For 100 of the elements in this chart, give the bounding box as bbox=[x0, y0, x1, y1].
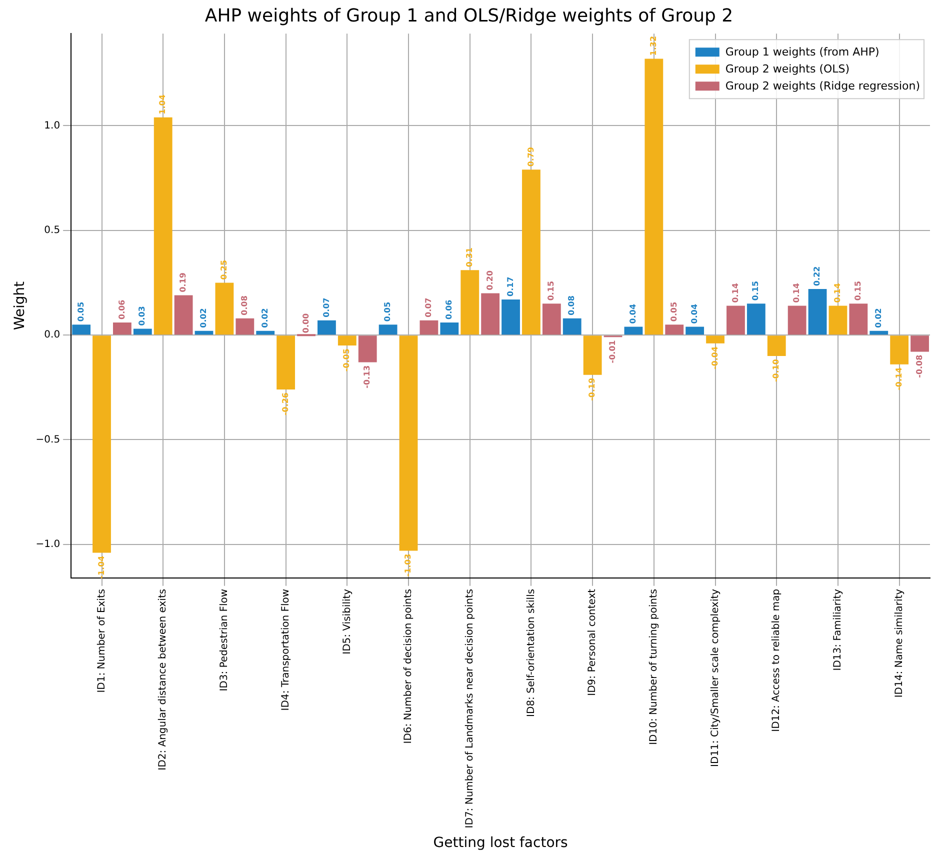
bar bbox=[440, 322, 459, 335]
y-tick-label: 0.5 bbox=[44, 224, 60, 236]
x-tick-label: ID14: Name similarity bbox=[894, 588, 905, 698]
data-label: 0.04 bbox=[690, 304, 699, 324]
x-tick-label: ID11: City/Smaller scale complexity bbox=[710, 588, 721, 767]
bar bbox=[378, 324, 398, 335]
y-tick-label: 1.0 bbox=[44, 120, 60, 132]
bar bbox=[870, 330, 888, 335]
y-tick-label: −0.5 bbox=[36, 434, 60, 446]
bar bbox=[522, 170, 540, 335]
data-label: -0.08 bbox=[914, 354, 924, 378]
legend-label: Group 2 weights (Ridge regression) bbox=[725, 79, 920, 92]
data-label: 0.19 bbox=[178, 272, 188, 292]
y-tick-label: −1.0 bbox=[36, 539, 60, 550]
data-label: -0.14 bbox=[894, 366, 904, 390]
data-label: 0.06 bbox=[444, 299, 454, 320]
data-label: -0.04 bbox=[710, 346, 720, 370]
bar bbox=[92, 336, 111, 553]
data-label: 0.14 bbox=[833, 282, 842, 303]
bar bbox=[542, 304, 561, 335]
data-label: 1.32 bbox=[648, 36, 658, 56]
bar bbox=[502, 299, 520, 335]
data-label: 0.05 bbox=[383, 301, 392, 322]
data-label: -1.03 bbox=[404, 554, 413, 577]
x-tick-label: ID9: Personal context bbox=[587, 588, 598, 696]
bar bbox=[481, 293, 500, 335]
data-label: 0.02 bbox=[874, 308, 883, 328]
x-tick-label: ID5: Visibility bbox=[342, 588, 353, 654]
bar bbox=[828, 306, 848, 335]
data-label: -0.10 bbox=[772, 358, 781, 382]
chart-title: AHP weights of Group 1 and OLS/Ridge weights of Group 2 bbox=[204, 5, 734, 26]
bar bbox=[72, 324, 91, 335]
bar bbox=[767, 336, 786, 356]
bar bbox=[808, 289, 827, 335]
bar bbox=[746, 304, 766, 335]
data-label: 0.17 bbox=[506, 276, 515, 296]
x-tick-label: ID10: Number of turning points bbox=[648, 588, 660, 745]
data-label: 0.15 bbox=[854, 280, 862, 301]
bar bbox=[665, 324, 684, 335]
bar bbox=[890, 336, 909, 364]
bar bbox=[358, 336, 377, 362]
x-tick-label: ID8: Self-orientation skills bbox=[526, 588, 537, 717]
data-label: 0.79 bbox=[526, 146, 536, 167]
y-axis-title: Weight bbox=[12, 280, 28, 330]
data-label: -0.13 bbox=[362, 365, 372, 388]
data-label: 0.22 bbox=[812, 266, 822, 286]
bar bbox=[236, 318, 254, 335]
data-label: 0.15 bbox=[546, 280, 556, 301]
x-tick-label: ID1: Number of Exits bbox=[96, 588, 108, 693]
data-label: 0.05 bbox=[669, 301, 678, 322]
data-label: -0.26 bbox=[280, 392, 290, 416]
bar bbox=[215, 282, 234, 335]
bar bbox=[562, 318, 582, 335]
data-label: 0.02 bbox=[199, 308, 208, 328]
data-label: 0.00 bbox=[301, 312, 310, 334]
bar bbox=[706, 336, 724, 344]
x-tick-label: ID6: Number of decision points bbox=[403, 588, 414, 744]
bar bbox=[338, 336, 356, 346]
data-label: 0.07 bbox=[322, 298, 331, 318]
data-label: 0.03 bbox=[138, 306, 147, 326]
bar bbox=[644, 58, 664, 335]
x-tick-label: ID13: Familiarity bbox=[832, 588, 844, 671]
bar bbox=[849, 304, 868, 335]
data-label: 0.08 bbox=[240, 295, 249, 316]
x-tick-label: ID7: Number of Landmarks near decision points bbox=[464, 588, 476, 828]
data-label: 0.14 bbox=[792, 282, 802, 303]
bar bbox=[174, 295, 193, 335]
bar bbox=[154, 117, 172, 335]
bar bbox=[276, 336, 296, 390]
data-label: 0.07 bbox=[424, 298, 434, 318]
bar bbox=[399, 336, 418, 551]
data-label: -0.05 bbox=[342, 348, 352, 372]
bar bbox=[256, 330, 275, 335]
data-label: 0.20 bbox=[485, 270, 494, 290]
data-label: 0.06 bbox=[117, 299, 126, 320]
data-label: 0.08 bbox=[567, 295, 576, 316]
x-tick-label: ID12: Access to reliable map bbox=[771, 588, 782, 732]
legend-label: Group 2 weights (OLS) bbox=[725, 62, 850, 76]
data-label: -1.04 bbox=[96, 555, 106, 579]
bar bbox=[318, 320, 336, 335]
bar bbox=[133, 328, 152, 335]
data-label: -0.19 bbox=[588, 377, 597, 401]
data-label: 0.31 bbox=[464, 246, 474, 268]
bar bbox=[726, 306, 745, 335]
legend-label: Group 1 weights (from AHP) bbox=[725, 45, 880, 58]
bar bbox=[583, 336, 602, 375]
bar bbox=[910, 336, 929, 352]
data-label: 0.05 bbox=[76, 301, 86, 322]
bar bbox=[788, 306, 806, 335]
bar bbox=[113, 322, 132, 335]
bar bbox=[686, 326, 704, 335]
data-label: 0.02 bbox=[260, 308, 270, 328]
data-label: 0.04 bbox=[628, 304, 638, 324]
data-label: 1.04 bbox=[158, 94, 168, 114]
x-tick-label: ID2: Angular distance between exits bbox=[158, 588, 169, 770]
data-label: 0.15 bbox=[751, 280, 760, 301]
data-label: 0.25 bbox=[220, 260, 229, 280]
x-tick-label: ID3: Pedestrian Flow bbox=[219, 588, 230, 692]
data-label: 0.14 bbox=[730, 282, 740, 303]
x-axis-title: Getting lost factors bbox=[433, 835, 568, 852]
